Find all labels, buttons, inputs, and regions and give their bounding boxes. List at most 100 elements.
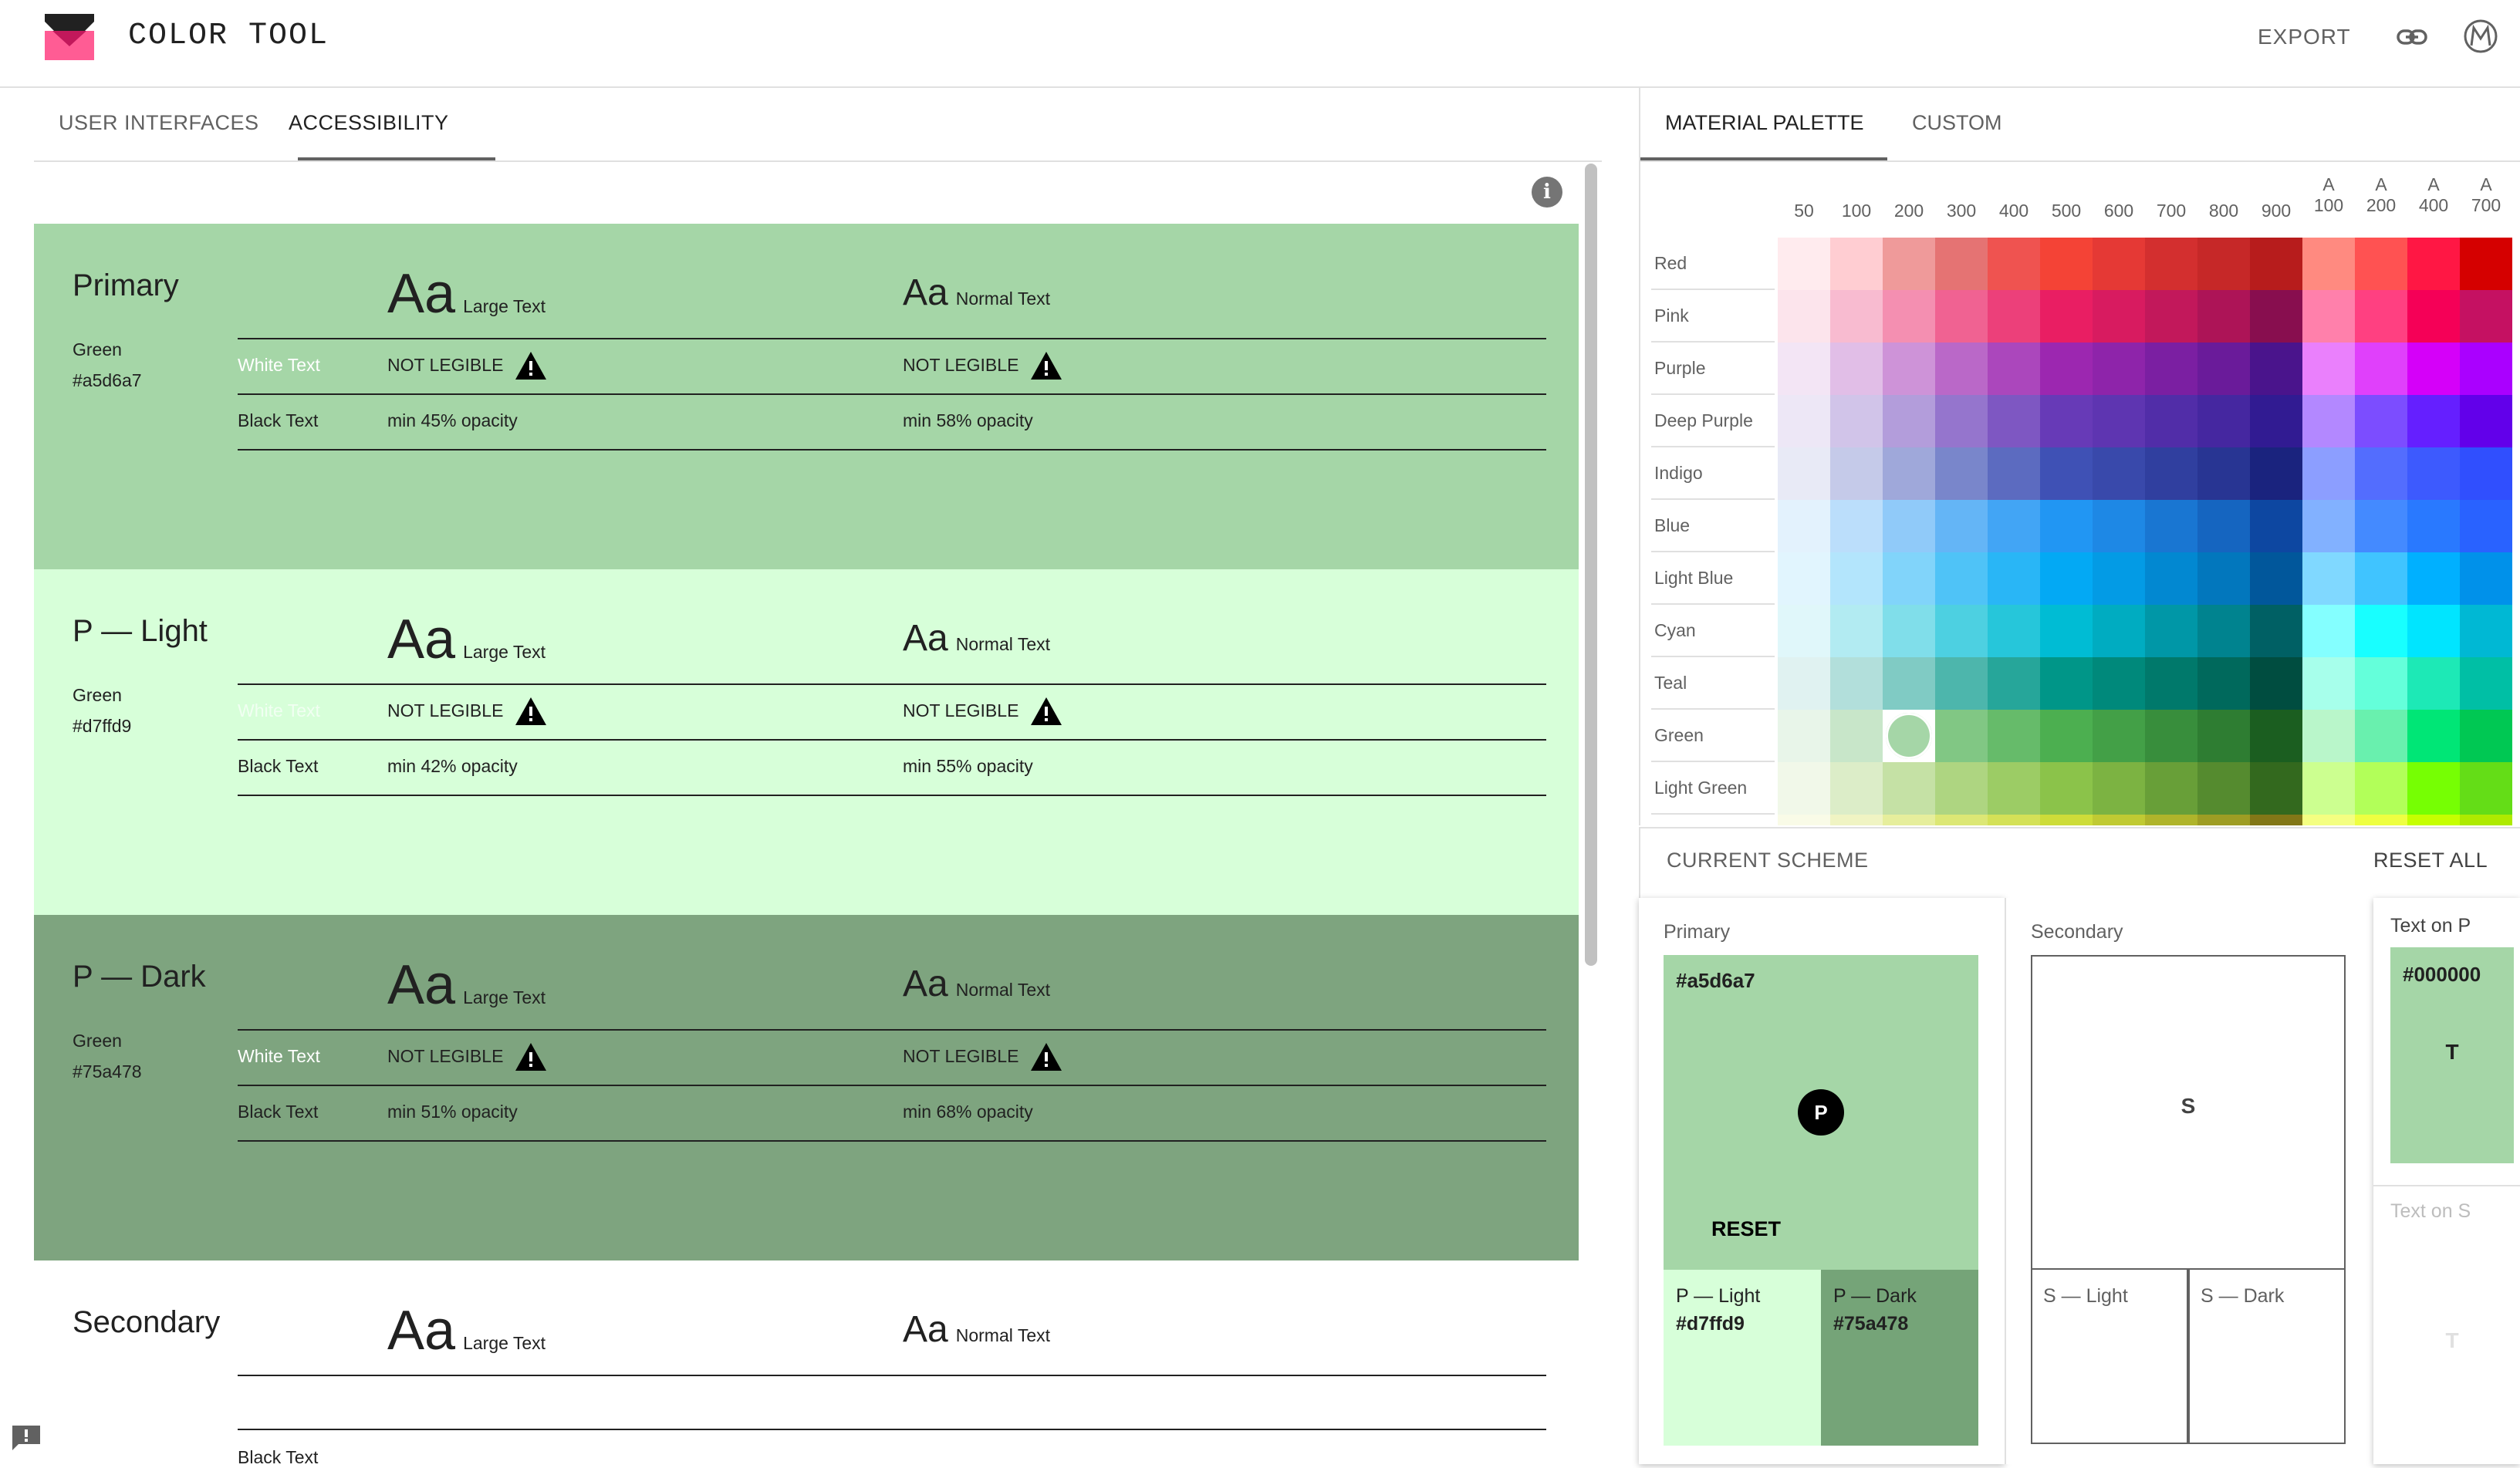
reset-button[interactable]: RESET xyxy=(1711,1217,1782,1240)
palette-swatch[interactable] xyxy=(2355,290,2407,343)
palette-swatch[interactable] xyxy=(2407,395,2460,447)
palette-swatch[interactable] xyxy=(2040,290,2093,343)
palette-swatch[interactable] xyxy=(1830,815,1883,825)
palette-swatch[interactable] xyxy=(1988,710,2040,762)
palette-swatch[interactable] xyxy=(2460,552,2512,605)
palette-swatch[interactable] xyxy=(2250,238,2302,290)
palette-swatch[interactable] xyxy=(2093,710,2145,762)
palette-swatch[interactable] xyxy=(2093,238,2145,290)
palette-swatch[interactable] xyxy=(1778,447,1830,500)
palette-swatch[interactable] xyxy=(2355,815,2407,825)
palette-swatch[interactable] xyxy=(2460,395,2512,447)
palette-swatch[interactable] xyxy=(2407,710,2460,762)
palette-swatch[interactable] xyxy=(2355,657,2407,710)
palette-swatch[interactable] xyxy=(2302,500,2355,552)
palette-swatch[interactable] xyxy=(2145,605,2197,657)
palette-swatch[interactable] xyxy=(1830,500,1883,552)
palette-swatch[interactable] xyxy=(1830,395,1883,447)
palette-swatch[interactable] xyxy=(2197,605,2250,657)
palette-swatch[interactable] xyxy=(2040,657,2093,710)
palette-swatch[interactable] xyxy=(1830,605,1883,657)
palette-swatch[interactable] xyxy=(1883,238,1935,290)
palette-swatch[interactable] xyxy=(2460,762,2512,815)
palette-swatch[interactable] xyxy=(1883,815,1935,825)
palette-swatch[interactable] xyxy=(2460,710,2512,762)
palette-swatch[interactable] xyxy=(2040,552,2093,605)
palette-swatch[interactable] xyxy=(2250,343,2302,395)
palette-swatch[interactable] xyxy=(1883,657,1935,710)
palette-swatch[interactable] xyxy=(2197,238,2250,290)
palette-swatch[interactable] xyxy=(2355,762,2407,815)
palette-swatch[interactable] xyxy=(2302,815,2355,825)
palette-swatch[interactable] xyxy=(2093,447,2145,500)
palette-swatch[interactable] xyxy=(1935,238,1988,290)
palette-swatch[interactable] xyxy=(2460,815,2512,825)
palette-swatch[interactable] xyxy=(1830,343,1883,395)
palette-swatch[interactable] xyxy=(2145,290,2197,343)
palette-swatch[interactable] xyxy=(1988,238,2040,290)
palette-swatch[interactable] xyxy=(2250,657,2302,710)
palette-swatch[interactable] xyxy=(2302,710,2355,762)
palette-swatch[interactable] xyxy=(2302,552,2355,605)
s-dark-swatch[interactable]: S — Dark xyxy=(2188,1268,2346,1444)
palette-swatch[interactable] xyxy=(1778,552,1830,605)
primary-swatch[interactable]: #a5d6a7 P RESET xyxy=(1664,955,1978,1270)
palette-swatch[interactable] xyxy=(2093,500,2145,552)
palette-swatch[interactable] xyxy=(1830,290,1883,343)
info-icon[interactable]: i xyxy=(1532,177,1562,208)
palette-swatch[interactable] xyxy=(2145,710,2197,762)
tab-accessibility[interactable]: ACCESSIBILITY xyxy=(289,111,449,134)
palette-swatch[interactable] xyxy=(2355,343,2407,395)
palette-swatch[interactable] xyxy=(2145,238,2197,290)
palette-swatch[interactable] xyxy=(1935,762,1988,815)
palette-swatch[interactable] xyxy=(2460,657,2512,710)
palette-swatch[interactable] xyxy=(2093,605,2145,657)
palette-swatch[interactable] xyxy=(1883,710,1935,762)
palette-swatch[interactable] xyxy=(1830,552,1883,605)
palette-swatch[interactable] xyxy=(1778,605,1830,657)
tab-material-palette[interactable]: MATERIAL PALETTE xyxy=(1665,111,1864,134)
palette-swatch[interactable] xyxy=(1935,447,1988,500)
palette-swatch[interactable] xyxy=(2250,605,2302,657)
palette-swatch[interactable] xyxy=(2355,500,2407,552)
material-logo-icon[interactable] xyxy=(2463,19,2498,54)
palette-swatch[interactable] xyxy=(2407,238,2460,290)
palette-swatch[interactable] xyxy=(2460,500,2512,552)
palette-swatch[interactable] xyxy=(2197,500,2250,552)
palette-swatch[interactable] xyxy=(2302,395,2355,447)
palette-swatch[interactable] xyxy=(1883,762,1935,815)
p-light-swatch[interactable]: P — Light #d7ffd9 xyxy=(1664,1270,1821,1446)
palette-swatch[interactable] xyxy=(1778,815,1830,825)
palette-swatch[interactable] xyxy=(1988,815,2040,825)
palette-swatch[interactable] xyxy=(2250,290,2302,343)
palette-swatch[interactable] xyxy=(1935,552,1988,605)
palette-swatch[interactable] xyxy=(2093,762,2145,815)
palette-swatch[interactable] xyxy=(1830,762,1883,815)
palette-swatch[interactable] xyxy=(2040,815,2093,825)
palette-swatch[interactable] xyxy=(2355,552,2407,605)
palette-swatch[interactable] xyxy=(1935,657,1988,710)
palette-swatch[interactable] xyxy=(2040,343,2093,395)
palette-swatch[interactable] xyxy=(2093,815,2145,825)
palette-swatch[interactable] xyxy=(2355,238,2407,290)
palette-swatch[interactable] xyxy=(1935,710,1988,762)
palette-swatch[interactable] xyxy=(2460,343,2512,395)
palette-swatch[interactable] xyxy=(2302,343,2355,395)
palette-swatch[interactable] xyxy=(2407,605,2460,657)
palette-swatch[interactable] xyxy=(2145,395,2197,447)
palette-swatch[interactable] xyxy=(1883,552,1935,605)
palette-swatch[interactable] xyxy=(1935,500,1988,552)
palette-swatch[interactable] xyxy=(1988,395,2040,447)
palette-swatch[interactable] xyxy=(2407,552,2460,605)
palette-swatch[interactable] xyxy=(1778,343,1830,395)
palette-swatch[interactable] xyxy=(2093,395,2145,447)
palette-swatch[interactable] xyxy=(1778,290,1830,343)
palette-swatch[interactable] xyxy=(2197,762,2250,815)
tab-custom[interactable]: CUSTOM xyxy=(1912,111,2002,134)
palette-swatch[interactable] xyxy=(1988,657,2040,710)
palette-swatch[interactable] xyxy=(1988,552,2040,605)
scrollbar-thumb[interactable] xyxy=(1585,164,1597,966)
palette-swatch[interactable] xyxy=(1988,605,2040,657)
palette-swatch[interactable] xyxy=(2093,343,2145,395)
link-icon[interactable] xyxy=(2395,20,2429,54)
